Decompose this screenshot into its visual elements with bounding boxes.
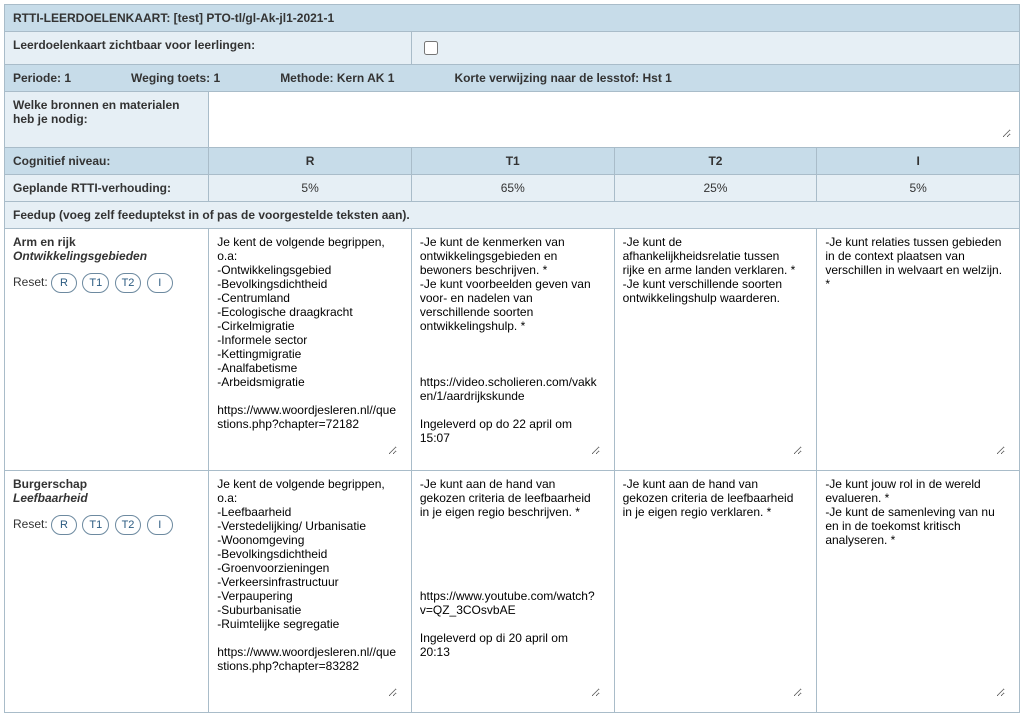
visibility-checkbox[interactable] <box>424 41 438 55</box>
bronnen-cell <box>209 92 1020 148</box>
topic-row-1: Arm en rijk Ontwikkelingsgebieden Reset:… <box>5 229 1020 471</box>
topic1-cell-i[interactable] <box>825 235 1005 455</box>
reset-label-1: Reset: <box>13 275 48 289</box>
reset-t2-button-2[interactable]: T2 <box>115 515 142 535</box>
topic-head-1: Arm en rijk Ontwikkelingsgebieden Reset:… <box>5 229 209 471</box>
visibility-cell <box>411 32 1019 65</box>
topic-subtitle-1: Ontwikkelingsgebieden <box>13 249 200 263</box>
topic1-cell-t2[interactable] <box>623 235 803 455</box>
topic1-cell-t1[interactable] <box>420 235 600 455</box>
visibility-label: Leerdoelenkaart zichtbaar voor leerlinge… <box>5 32 412 65</box>
cog-col-t1: T1 <box>411 148 614 175</box>
feedup-label: Feedup (voeg zelf feeduptekst in of pas … <box>5 202 1020 229</box>
weging: Weging toets: 1 <box>131 71 220 85</box>
bronnen-textarea[interactable] <box>217 98 1011 138</box>
periode: Periode: 1 <box>13 71 71 85</box>
cog-col-r: R <box>209 148 412 175</box>
reset-t2-button[interactable]: T2 <box>115 273 142 293</box>
topic2-cell-r[interactable] <box>217 477 397 697</box>
bronnen-label: Welke bronnen en materialen heb je nodig… <box>5 92 209 148</box>
page-title: RTTI-LEERDOELENKAART: [test] PTO-tl/gl-A… <box>5 5 1020 32</box>
reset-i-button-2[interactable]: I <box>147 515 173 535</box>
ratio-r: 5% <box>209 175 412 202</box>
ratio-label: Geplande RTTI-verhouding: <box>5 175 209 202</box>
meta-row: Periode: 1 Weging toets: 1 Methode: Kern… <box>5 65 1020 92</box>
topic-title-1: Arm en rijk <box>13 235 200 249</box>
topic1-cell-r[interactable] <box>217 235 397 455</box>
topic2-cell-t2[interactable] <box>623 477 803 697</box>
ratio-t2: 25% <box>614 175 817 202</box>
ratio-i: 5% <box>817 175 1020 202</box>
reset-i-button[interactable]: I <box>147 273 173 293</box>
reset-label-2: Reset: <box>13 517 48 531</box>
verwijzing: Korte verwijzing naar de lesstof: Hst 1 <box>454 71 671 85</box>
topic2-cell-i[interactable] <box>825 477 1005 697</box>
cog-label: Cognitief niveau: <box>5 148 209 175</box>
topic-subtitle-2: Leefbaarheid <box>13 491 200 505</box>
topic2-cell-t1[interactable] <box>420 477 600 697</box>
ratio-t1: 65% <box>411 175 614 202</box>
reset-r-button[interactable]: R <box>51 273 77 293</box>
methode: Methode: Kern AK 1 <box>280 71 394 85</box>
topic-head-2: Burgerschap Leefbaarheid Reset: R T1 T2 … <box>5 471 209 713</box>
reset-row-1: Reset: R T1 T2 I <box>13 273 200 293</box>
reset-t1-button-2[interactable]: T1 <box>82 515 109 535</box>
reset-row-2: Reset: R T1 T2 I <box>13 515 200 535</box>
reset-t1-button[interactable]: T1 <box>82 273 109 293</box>
cog-col-i: I <box>817 148 1020 175</box>
cog-col-t2: T2 <box>614 148 817 175</box>
leerdoelenkaart-table: RTTI-LEERDOELENKAART: [test] PTO-tl/gl-A… <box>4 4 1020 713</box>
topic-title-2: Burgerschap <box>13 477 200 491</box>
reset-r-button-2[interactable]: R <box>51 515 77 535</box>
topic-row-2: Burgerschap Leefbaarheid Reset: R T1 T2 … <box>5 471 1020 713</box>
